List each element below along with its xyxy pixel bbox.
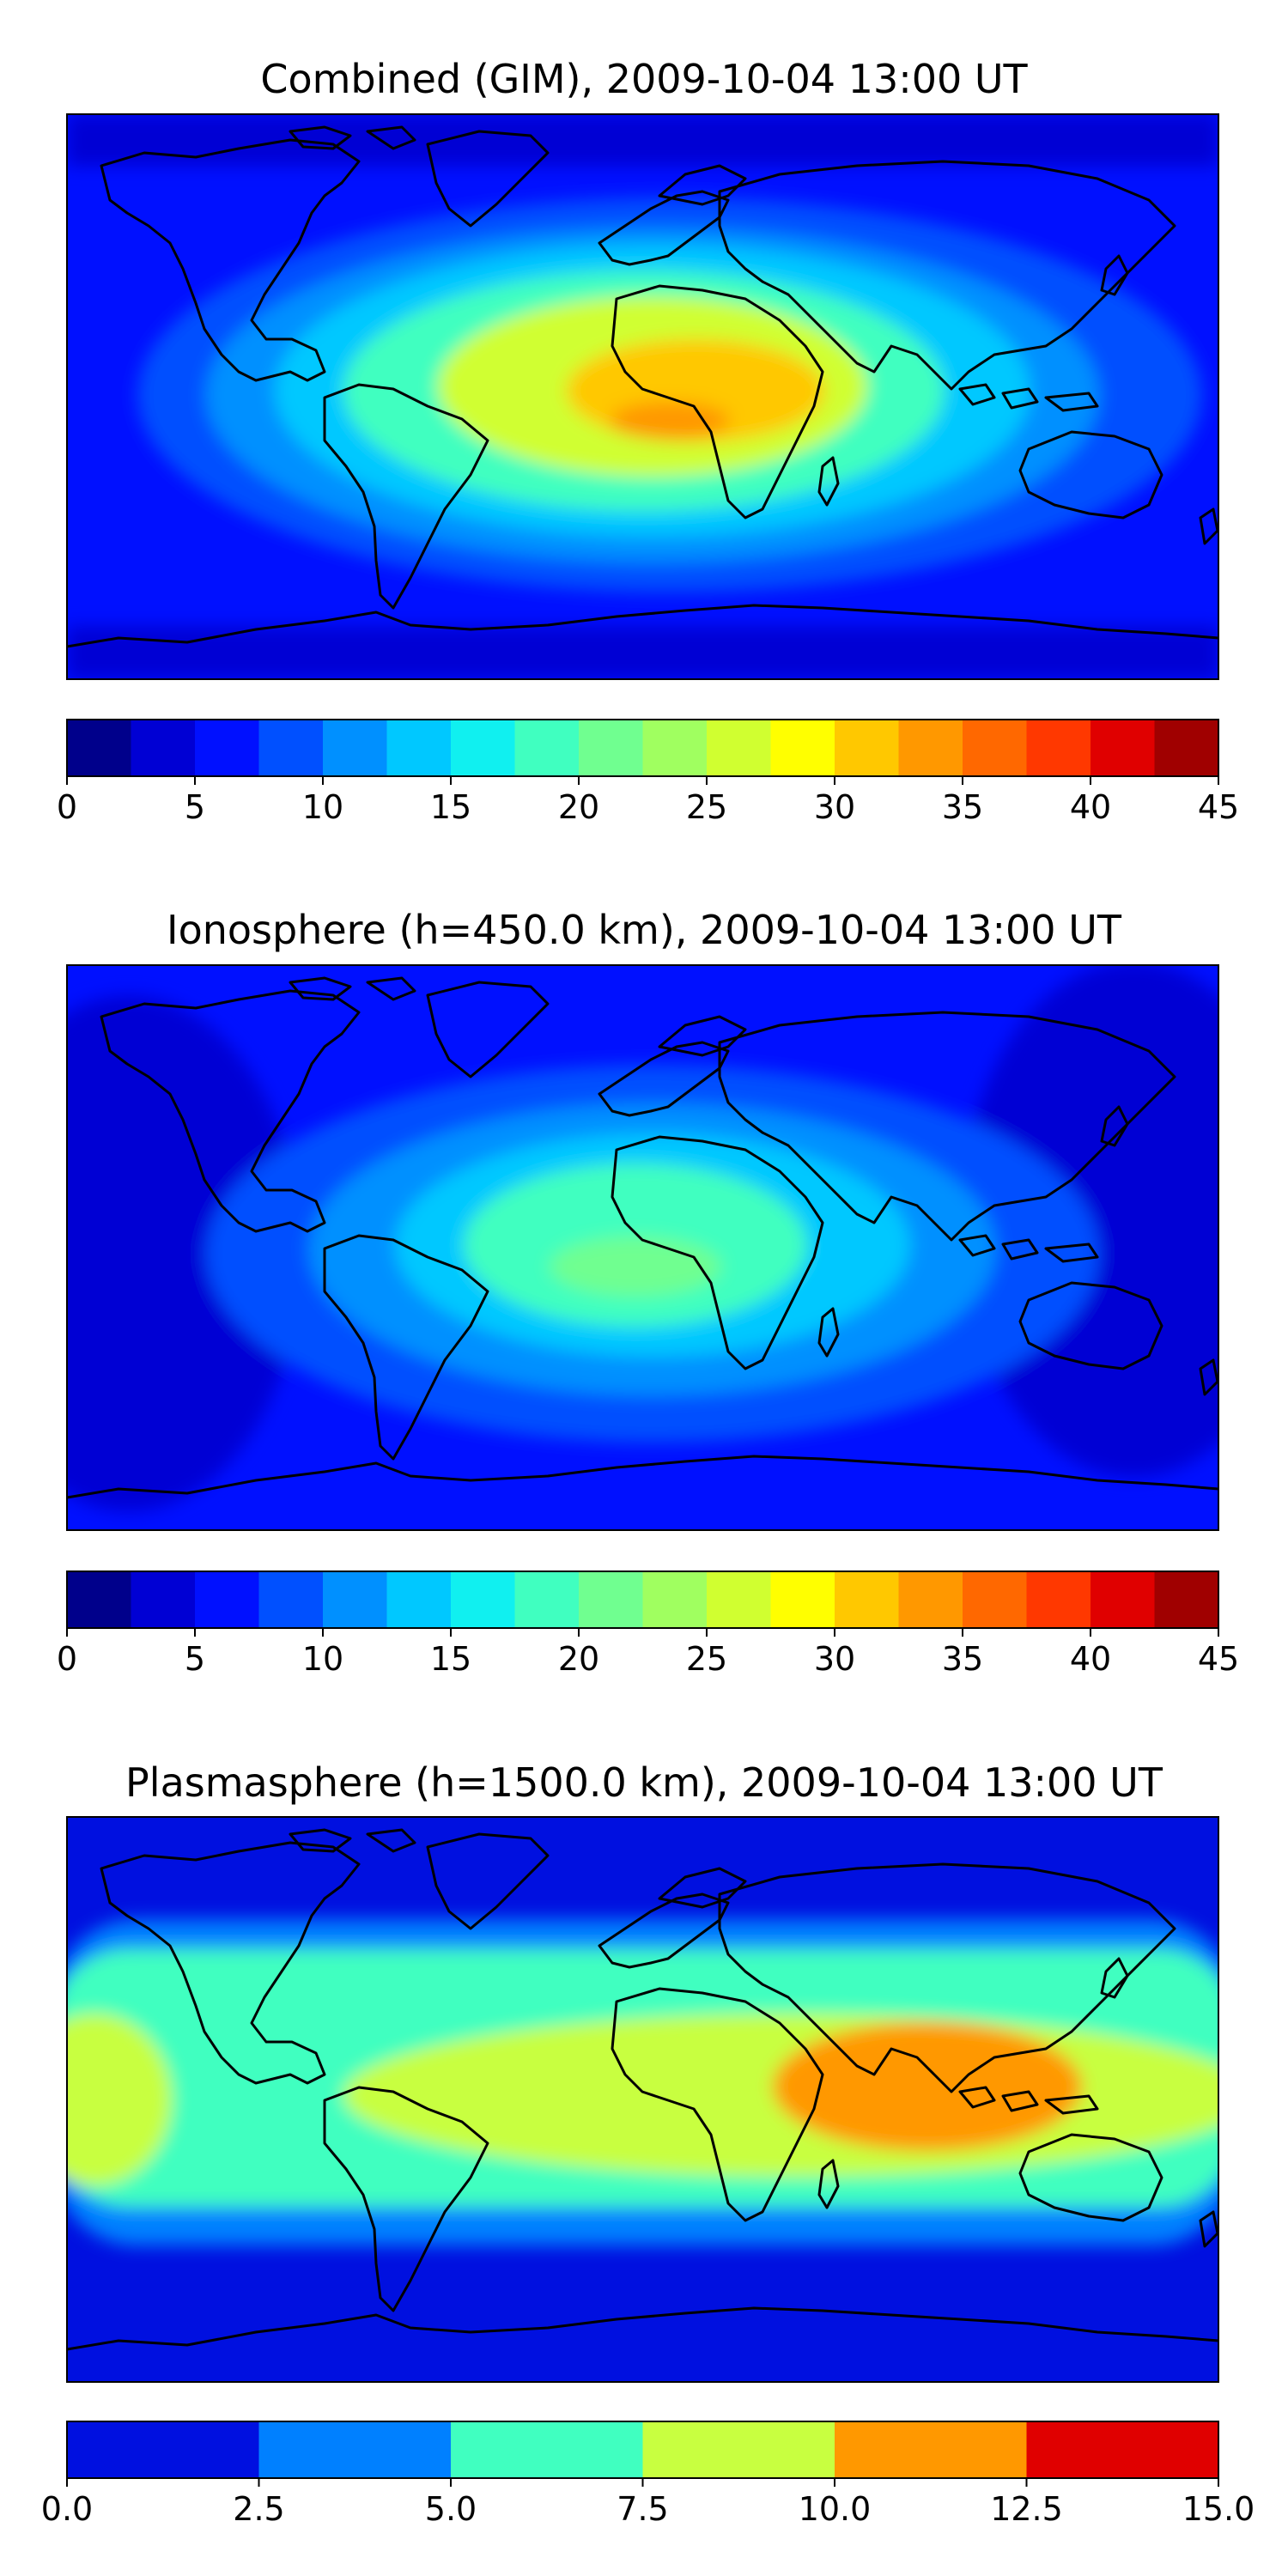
colorbar-segment xyxy=(195,1571,259,1628)
map-frame xyxy=(66,113,1219,680)
colorbar-segment xyxy=(67,1571,131,1628)
map-combined xyxy=(66,113,1219,680)
colorbar-segment xyxy=(579,720,643,776)
colorbar-tick-label: 25 xyxy=(685,788,728,826)
colorbar-segment xyxy=(835,1571,899,1628)
colorbar-ionosphere xyxy=(66,1571,1219,1637)
colorbar-tick-label: 20 xyxy=(557,788,600,826)
colorbar-segment xyxy=(67,720,131,776)
map-plasmasphere xyxy=(66,1816,1219,2383)
colorbar-frame xyxy=(66,1571,1219,1629)
colorbar-tick-label: 40 xyxy=(1069,1640,1112,1678)
panel-title-plasmasphere: Plasmasphere (h=1500.0 km), 2009-10-04 1… xyxy=(125,1759,1163,1806)
colorbar-segment xyxy=(707,720,771,776)
colorbar-segment xyxy=(642,1571,708,1628)
panel-title-combined: Combined (GIM), 2009-10-04 13:00 UT xyxy=(260,56,1028,102)
colorbar-combined xyxy=(66,719,1219,785)
colorbar-segment xyxy=(770,720,835,776)
colorbar-tick-label: 25 xyxy=(685,1640,728,1678)
colorbar-tick-label: 30 xyxy=(813,788,856,826)
colorbar-segment xyxy=(642,720,708,776)
colorbar-segment xyxy=(835,720,899,776)
colorbar-segment xyxy=(963,1571,1027,1628)
colorbar-segment xyxy=(898,720,963,776)
colorbar-segment xyxy=(898,1571,963,1628)
colorbar-tick-label: 35 xyxy=(941,788,984,826)
colorbar-segment xyxy=(1154,1571,1219,1628)
colorbar-segment xyxy=(386,720,452,776)
colorbar-segment xyxy=(323,1571,387,1628)
colorbar-segment xyxy=(642,2421,835,2478)
colorbar-segment xyxy=(1154,720,1219,776)
colorbar-tick-label: 7.5 xyxy=(617,2490,669,2528)
colorbar-tick-label: 45 xyxy=(1197,1640,1240,1678)
colorbar-frame xyxy=(66,719,1219,777)
field-band-dark xyxy=(67,627,1218,679)
colorbar-segment xyxy=(386,1571,452,1628)
colorbar-tick-label: 12.5 xyxy=(990,2490,1063,2528)
colorbar-tick-label: 15 xyxy=(429,1640,472,1678)
colorbar-segment xyxy=(258,1571,324,1628)
colorbar-segment xyxy=(67,2421,259,2478)
colorbar-tick-label: 10 xyxy=(301,1640,344,1678)
colorbar-tick-label: 10 xyxy=(301,788,344,826)
colorbar-segment xyxy=(131,720,196,776)
colorbar-segment xyxy=(1091,720,1155,776)
colorbar-segment xyxy=(1091,1571,1155,1628)
colorbar-segment xyxy=(514,720,580,776)
map-frame xyxy=(66,1816,1219,2383)
panel-title-ionosphere: Ionosphere (h=450.0 km), 2009-10-04 13:0… xyxy=(167,907,1121,953)
field-level-32 xyxy=(610,402,730,440)
colorbar-segment xyxy=(1026,2421,1219,2478)
colorbar-segment xyxy=(323,720,387,776)
colorbar-segment xyxy=(451,720,515,776)
colorbar-tick-label: 40 xyxy=(1069,788,1112,826)
colorbar-segment xyxy=(835,2421,1027,2478)
map-frame xyxy=(66,964,1219,1531)
colorbar-segment xyxy=(1026,720,1091,776)
colorbar-segment xyxy=(579,1571,643,1628)
colorbar-segment xyxy=(131,1571,196,1628)
colorbar-tick-label: 20 xyxy=(557,1640,600,1678)
colorbar-tick-label: 10.0 xyxy=(798,2490,872,2528)
colorbar-plasmasphere xyxy=(66,2421,1219,2487)
colorbar-tick-label: 2.5 xyxy=(233,2490,285,2528)
colorbar-segment xyxy=(258,2421,452,2478)
field-level-low-west xyxy=(67,996,301,1511)
map-ionosphere xyxy=(66,964,1219,1531)
colorbar-segment xyxy=(770,1571,835,1628)
colorbar-tick-label: 5 xyxy=(184,1640,206,1678)
colorbar-segment xyxy=(707,1571,771,1628)
colorbar-segment xyxy=(1026,1571,1091,1628)
colorbar-segment xyxy=(963,720,1027,776)
colorbar-tick-label: 0.0 xyxy=(40,2490,94,2528)
field-level-22 xyxy=(550,1236,721,1297)
colorbar-segment xyxy=(451,1571,515,1628)
colorbar-tick-label: 5.0 xyxy=(424,2490,477,2528)
colorbar-segment xyxy=(195,720,259,776)
colorbar-tick-label: 30 xyxy=(813,1640,856,1678)
colorbar-tick-label: 35 xyxy=(941,1640,984,1678)
colorbar-tick-label: 0 xyxy=(56,1640,78,1678)
colorbar-segment xyxy=(451,2421,643,2478)
colorbar-segment xyxy=(258,720,324,776)
colorbar-segment xyxy=(514,1571,580,1628)
colorbar-tick-label: 15 xyxy=(429,788,472,826)
field-level-7.5-west xyxy=(67,2014,172,2185)
colorbar-tick-label: 45 xyxy=(1197,788,1240,826)
colorbar-tick-label: 0 xyxy=(56,788,78,826)
colorbar-tick-label: 15.0 xyxy=(1182,2490,1255,2528)
colorbar-tick-label: 5 xyxy=(184,788,206,826)
field-band-dark xyxy=(67,114,1218,166)
